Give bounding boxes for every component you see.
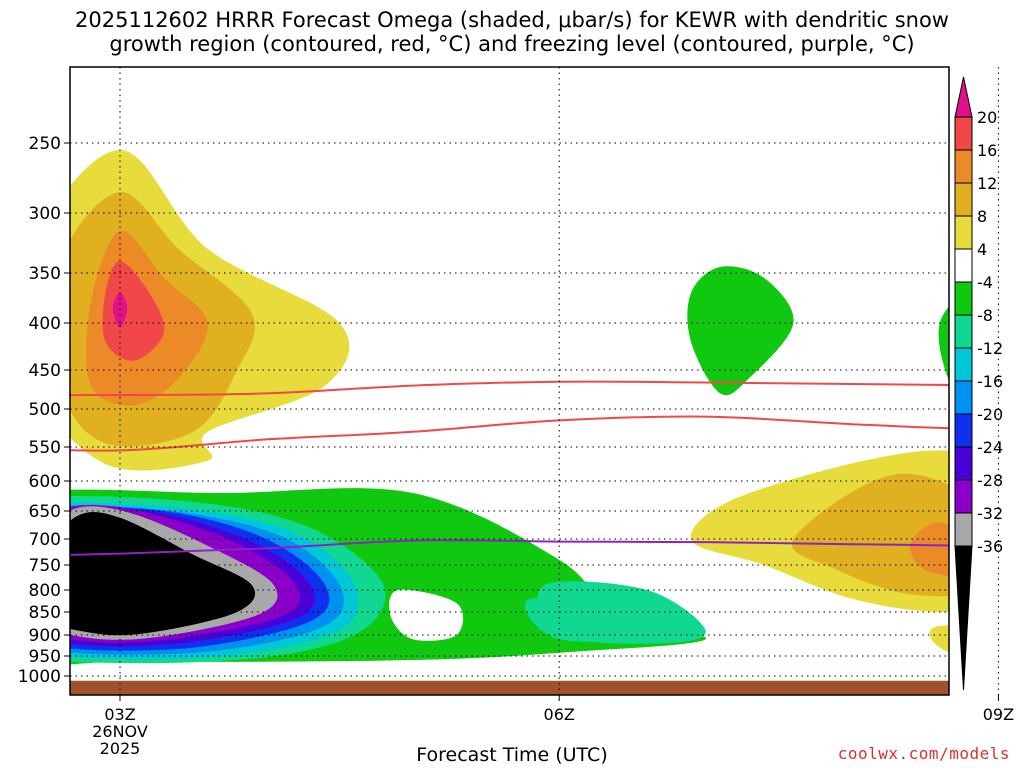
omega-region-neg8-lowb bbox=[524, 597, 682, 642]
credit-text: coolwx.com/models bbox=[837, 744, 1010, 763]
y-tick-label-300: 300 bbox=[29, 204, 61, 224]
omega-region-neg4-07z bbox=[687, 266, 794, 396]
x-tick-sublabel-year: 2025 bbox=[100, 739, 141, 758]
omega-region-neg4-09z bbox=[938, 306, 949, 381]
colorbar-segment--4 bbox=[954, 281, 973, 316]
colorbar-segment--32 bbox=[954, 512, 973, 547]
colorbar-segment-4 bbox=[954, 248, 973, 283]
y-tick-label-550: 550 bbox=[29, 438, 61, 458]
y-tick-label-500: 500 bbox=[29, 400, 61, 420]
colorbar-label--16: -16 bbox=[977, 372, 1003, 391]
plot-frame bbox=[69, 66, 950, 696]
omega-region-neg36 bbox=[70, 512, 255, 636]
colorbar-label--8: -8 bbox=[977, 306, 993, 325]
contour-line--18 bbox=[70, 380, 949, 397]
colorbar-label--28: -28 bbox=[977, 471, 1003, 490]
y-tick-label-1000: 1000 bbox=[18, 667, 61, 687]
colorbar-label-8: 8 bbox=[977, 207, 987, 226]
chart-title-line1: 2025112602 HRRR Forecast Omega (shaded, … bbox=[75, 8, 949, 32]
y-tick-label-600: 600 bbox=[29, 472, 61, 492]
colorbar-arrow-bottom bbox=[954, 545, 973, 691]
colorbar-label--12: -12 bbox=[977, 339, 1003, 358]
y-tick-label-450: 450 bbox=[29, 361, 61, 381]
colorbar-segment--12 bbox=[954, 347, 973, 382]
colorbar-segment--28 bbox=[954, 479, 973, 514]
colorbar-segment-12 bbox=[954, 182, 973, 217]
colorbar-segment--20 bbox=[954, 413, 973, 448]
omega-region-pos12-mid bbox=[910, 522, 949, 576]
colorbar-label-12: 12 bbox=[977, 174, 997, 193]
colorbar-segment-16 bbox=[954, 149, 973, 184]
omega-region-pos16-upper bbox=[102, 261, 165, 361]
chart-title-line2: growth region (contoured, red, °C) and f… bbox=[109, 32, 915, 56]
contour-line-0 bbox=[70, 539, 949, 556]
y-tick-label-400: 400 bbox=[29, 314, 61, 334]
y-tick-label-750: 750 bbox=[29, 556, 61, 576]
contour-line--12 bbox=[70, 415, 949, 452]
y-tick-label-650: 650 bbox=[29, 502, 61, 522]
colorbar-arrow-top bbox=[954, 76, 973, 118]
colorbar-segment--24 bbox=[954, 446, 973, 481]
x-tick-label-09Z: 09Z bbox=[983, 705, 1014, 724]
y-tick-label-800: 800 bbox=[29, 581, 61, 601]
x-tick-sublabel-date: 26NOV bbox=[92, 722, 148, 741]
colorbar-label-20: 20 bbox=[977, 108, 997, 127]
colorbar-label--32: -32 bbox=[977, 504, 1003, 523]
colorbar-segment--16 bbox=[954, 380, 973, 415]
colorbar-segment-20 bbox=[954, 116, 973, 151]
colorbar-label--36: -36 bbox=[977, 537, 1003, 556]
y-tick-label-700: 700 bbox=[29, 530, 61, 550]
colorbar-label-4: 4 bbox=[977, 240, 987, 259]
colorbar-segment--8 bbox=[954, 314, 973, 349]
x-tick-label-03Z: 03Z bbox=[104, 705, 135, 724]
colorbar-label--20: -20 bbox=[977, 405, 1003, 424]
y-tick-label-950: 950 bbox=[29, 647, 61, 667]
colorbar-label--24: -24 bbox=[977, 438, 1003, 457]
omega-region-pos8-mid bbox=[791, 473, 949, 597]
colorbar-label-16: 16 bbox=[977, 141, 997, 160]
colorbar-segment-8 bbox=[954, 215, 973, 250]
colorbar-label--4: -4 bbox=[977, 273, 993, 292]
x-axis-label: Forecast Time (UTC) bbox=[416, 744, 608, 766]
omega-region-gap-low bbox=[389, 589, 464, 641]
ground-strip bbox=[70, 680, 949, 695]
omega-region-pos4-09z-low bbox=[929, 625, 949, 653]
y-tick-label-850: 850 bbox=[29, 603, 61, 623]
y-tick-label-250: 250 bbox=[29, 134, 61, 154]
x-tick-label-06Z: 06Z bbox=[544, 705, 575, 724]
y-tick-label-350: 350 bbox=[29, 264, 61, 284]
y-tick-label-900: 900 bbox=[29, 626, 61, 646]
